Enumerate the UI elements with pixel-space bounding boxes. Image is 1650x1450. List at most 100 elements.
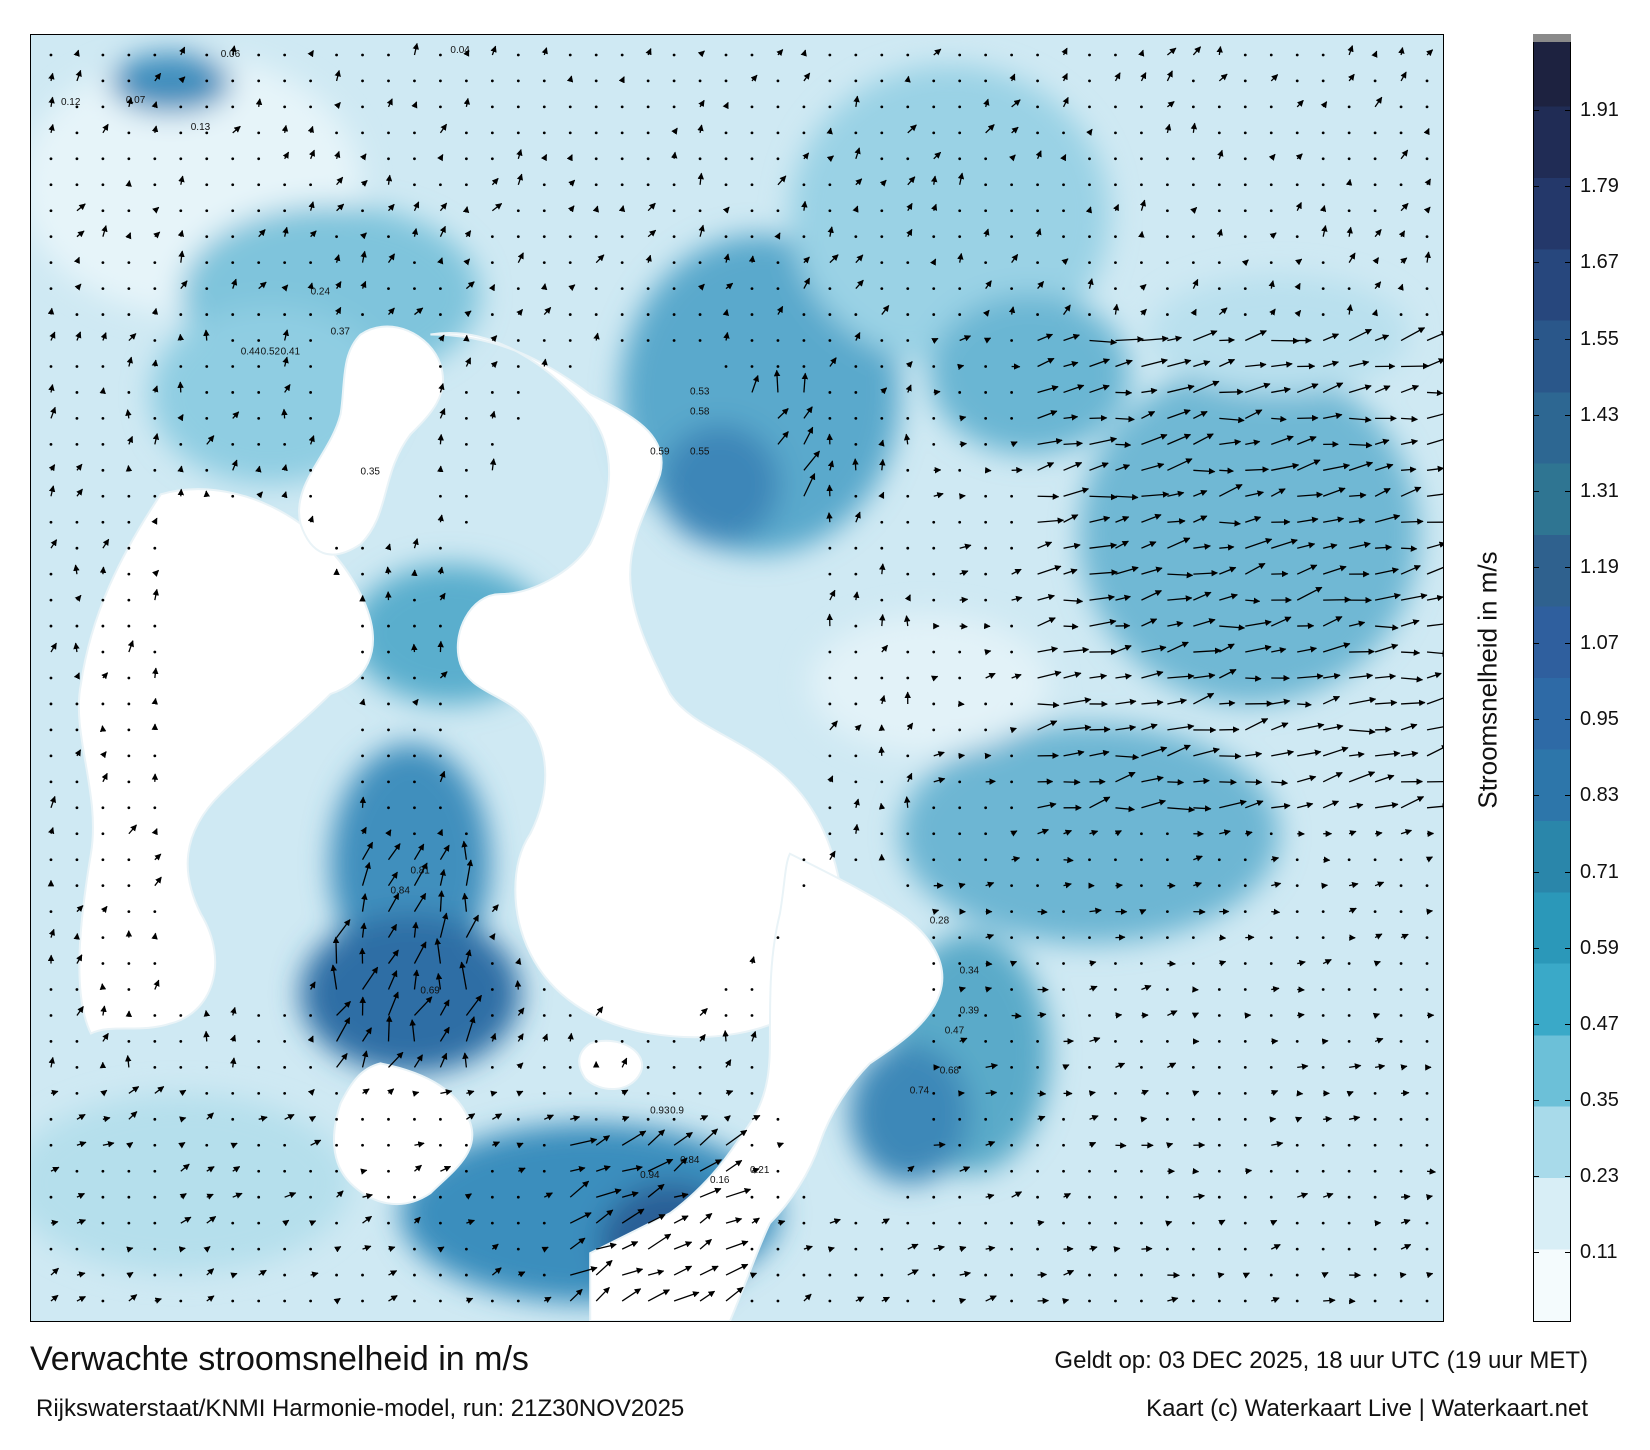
current-dot — [1010, 1221, 1014, 1225]
current-arrow — [1400, 565, 1421, 575]
current-arrow — [725, 1089, 734, 1096]
current-arrow — [1374, 643, 1399, 653]
current-dot — [932, 858, 936, 862]
current-dot — [1425, 962, 1429, 965]
current-arrow — [1270, 722, 1289, 731]
current-arrow — [179, 1089, 187, 1097]
current-dot — [802, 365, 806, 368]
current-dot — [1399, 105, 1403, 109]
current-arrow — [933, 777, 946, 784]
current-arrow — [1167, 358, 1192, 368]
current-dot — [880, 235, 884, 239]
current-arrow — [1400, 723, 1418, 731]
current-dot — [1373, 131, 1377, 135]
current-dot — [387, 235, 390, 239]
current-arrow — [1400, 1218, 1411, 1226]
current-dot — [1373, 1169, 1377, 1173]
current-dot — [439, 1195, 442, 1199]
current-arrow — [1088, 1090, 1096, 1097]
current-dot — [387, 287, 390, 291]
current-arrow — [1141, 775, 1164, 783]
current-dot — [127, 988, 131, 991]
current-arrow — [1374, 1037, 1384, 1044]
current-arrow — [1398, 46, 1405, 56]
current-dot — [439, 494, 442, 498]
current-arrow — [203, 1030, 210, 1042]
current-dot — [413, 624, 416, 628]
speed-value-label: 0.9 — [670, 1105, 684, 1116]
current-arrow — [203, 1246, 211, 1253]
colorbar-tick-mark — [1565, 1176, 1571, 1178]
current-dot — [750, 1014, 754, 1017]
current-arrow — [1401, 545, 1418, 552]
current-arrow — [722, 309, 730, 317]
current-arrow — [647, 1233, 672, 1250]
colorbar-tick-label: 1.55 — [1580, 327, 1619, 350]
current-arrow — [362, 1193, 373, 1200]
current-dot — [1036, 53, 1039, 57]
current-dot — [750, 1143, 754, 1147]
current-arrow — [1271, 462, 1300, 471]
map-panel[interactable]: 0.12 0.07 0.06 0.04 0.13 0.24 0.37 0.41 0.52 0.44… — [30, 34, 1444, 1322]
current-dot — [257, 1299, 261, 1303]
current-arrow — [1426, 566, 1443, 575]
current-arrow — [1219, 439, 1242, 446]
current-arrow — [826, 155, 834, 163]
current-arrow — [933, 1141, 946, 1149]
current-dot — [153, 962, 157, 965]
current-dot — [361, 1117, 364, 1121]
current-arrow — [878, 491, 885, 499]
current-dot — [1191, 1299, 1195, 1303]
current-arrow — [388, 1245, 396, 1252]
current-arrow — [73, 564, 80, 575]
current-dot — [335, 1117, 338, 1121]
current-dot — [1140, 105, 1143, 109]
current-arrow — [1141, 462, 1165, 471]
current-arrow — [1167, 409, 1191, 420]
current-arrow — [1322, 487, 1346, 497]
current-arrow — [1271, 435, 1294, 445]
current-dot — [984, 1014, 988, 1017]
current-dot — [413, 1195, 416, 1199]
current-dot — [387, 754, 390, 758]
current-dot — [620, 261, 624, 265]
current-arrow — [1374, 801, 1399, 809]
current-dot — [464, 1169, 468, 1173]
current-dot — [257, 1221, 261, 1225]
current-arrow — [647, 1158, 674, 1172]
current-dot — [205, 131, 209, 135]
current-dot — [231, 1247, 235, 1251]
current-dot — [854, 494, 858, 498]
current-dot — [127, 624, 131, 628]
current-dot — [1010, 209, 1014, 213]
current-dot — [413, 780, 416, 784]
current-arrow — [1345, 178, 1353, 186]
current-dot — [854, 1221, 858, 1225]
current-arrow — [985, 124, 995, 134]
current-arrow — [1219, 484, 1243, 497]
current-arrow — [1322, 360, 1339, 368]
current-dot — [698, 313, 702, 316]
current-arrow — [154, 876, 162, 887]
current-dot — [1036, 1143, 1039, 1147]
current-dot — [1088, 1169, 1091, 1173]
current-dot — [1243, 1143, 1247, 1147]
current-arrow — [1399, 1271, 1407, 1279]
current-dot — [1217, 183, 1221, 187]
current-dot — [75, 131, 79, 135]
speed-value-label: 0.47 — [945, 1025, 965, 1036]
current-arrow — [1115, 724, 1137, 732]
current-dot — [932, 79, 936, 83]
current-dot — [231, 261, 235, 265]
speed-value-label: 0.93 — [650, 1105, 670, 1116]
speed-value-label: 0.04 — [450, 45, 470, 56]
current-arrow — [232, 125, 241, 134]
current-dot — [283, 1014, 287, 1017]
current-arrow — [699, 1159, 722, 1172]
current-arrow — [413, 1054, 423, 1068]
current-dot — [1114, 1221, 1117, 1225]
current-arrow — [307, 50, 314, 58]
current-dot — [828, 1299, 832, 1303]
current-dot — [542, 988, 546, 991]
colorbar-tick-mark — [1533, 795, 1539, 797]
